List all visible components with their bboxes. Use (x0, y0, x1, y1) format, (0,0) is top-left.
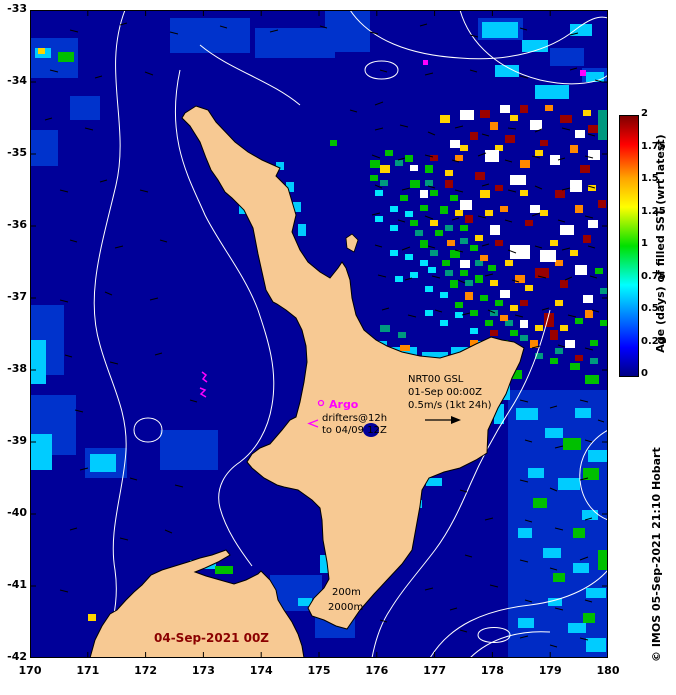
argo-line1: drifters@12h (322, 413, 387, 424)
lat-tick: -33 (7, 2, 27, 15)
lat-tick: -38 (7, 362, 27, 375)
argo-line2: to 04/09 12Z (322, 425, 387, 436)
colorbar-axis-label: Age (days) of filled SST (wrt latest) (654, 134, 667, 353)
sst-age-patches-white (410, 105, 600, 361)
credit-text: © IMOS 05-Sep-2021 21:10 Hobart (650, 447, 663, 662)
lat-tick: -41 (7, 578, 27, 591)
lon-tick: 172 (134, 664, 158, 677)
drifter-tracks (199, 60, 586, 398)
lat-tick: -42 (7, 650, 27, 663)
lat-tick: -37 (7, 290, 27, 303)
plot-frame (30, 10, 608, 658)
colorbar-tick: 1 (641, 238, 648, 249)
current-vectors (44, 22, 605, 648)
lat-tick: -36 (7, 218, 27, 231)
depth-2000m-label: 2000m (328, 602, 363, 613)
nrt-line2: 01-Sep 00:00Z (408, 387, 482, 398)
land-south-island (89, 549, 305, 659)
velocity-scale-arrowhead-icon (451, 416, 461, 424)
nrt-line3: 0.5m/s (1kt 24h) (408, 400, 492, 411)
lat-tick: -40 (7, 506, 27, 519)
drifter-arrow-icon (307, 419, 319, 428)
argo-marker-icon (317, 399, 325, 407)
lon-tick: 171 (76, 664, 100, 677)
lat-tick: -35 (7, 146, 27, 159)
lon-tick: 177 (423, 664, 447, 677)
lon-tick: 174 (249, 664, 273, 677)
colorbar-tick: 0.25 (641, 335, 666, 347)
nrt-line1: NRT00 GSL (408, 374, 464, 385)
land-great-barrier-island (345, 233, 359, 253)
colorbar-tick: 0.75 (641, 270, 666, 282)
lon-tick: 179 (538, 664, 562, 677)
land-north-island (181, 105, 525, 630)
lon-tick: 178 (480, 664, 504, 677)
colorbar-tick: 0 (641, 368, 648, 379)
colorbar-tick: 2 (641, 108, 648, 119)
map-svg: Argo drifters@12h to 04/09 12Z NRT00 GSL… (29, 9, 609, 659)
depth-200m-label: 200m (332, 587, 361, 598)
lon-tick: 175 (307, 664, 331, 677)
age-colorbar (619, 115, 639, 377)
lon-tick: 180 (596, 664, 620, 677)
colorbar-tick: 1.5 (641, 173, 659, 184)
date-stamp: 04-Sep-2021 00Z (154, 631, 269, 645)
lake-taupo (363, 423, 379, 437)
argo-label: Argo (329, 398, 359, 411)
sst-age-patches-brightcyan (375, 190, 478, 334)
colorbar-tick: 1.75 (641, 140, 666, 152)
lat-tick: -34 (7, 74, 27, 87)
map-plot-area: Argo drifters@12h to 04/09 12Z NRT00 GSL… (29, 9, 609, 659)
sst-age-patches-teal (380, 110, 608, 364)
lat-tick: -39 (7, 434, 27, 447)
bathymetry-contours (93, 9, 609, 659)
sst-age-patches-yellow (38, 48, 596, 621)
colorbar-tick: 1.25 (641, 205, 666, 217)
lon-tick: 176 (365, 664, 389, 677)
lon-tick: 173 (191, 664, 215, 677)
colorbar-tick: 0.5 (641, 303, 659, 314)
lon-tick: 170 (18, 664, 42, 677)
